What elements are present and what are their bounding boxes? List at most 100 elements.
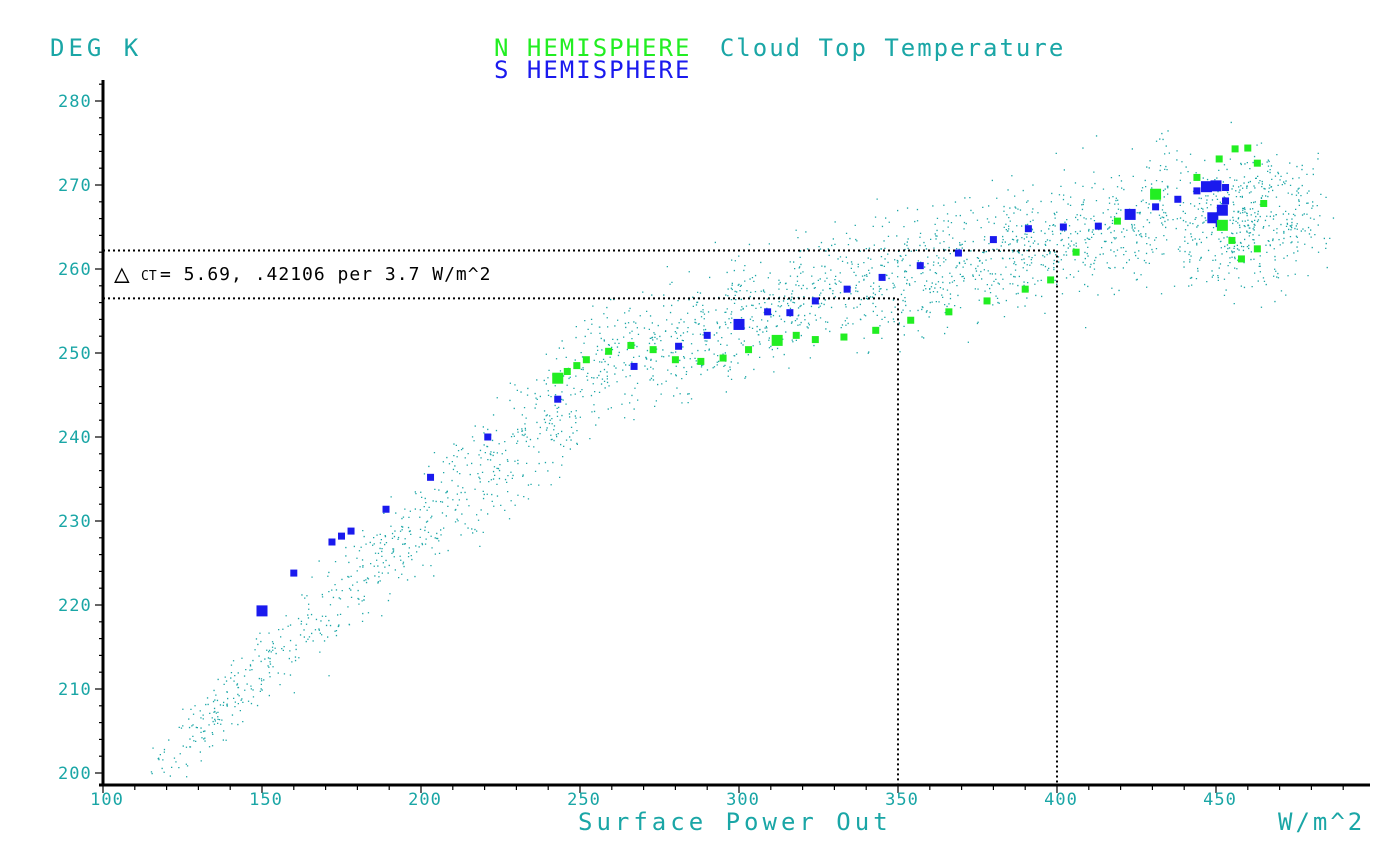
north-point [671, 356, 679, 364]
y-tick-label: 280 [58, 92, 92, 112]
north-point [1260, 199, 1268, 207]
y-tick-label: 210 [58, 680, 92, 700]
south-point [382, 505, 390, 513]
south-point [675, 342, 683, 350]
south-point [1193, 187, 1201, 195]
south-point [733, 318, 745, 330]
south-point [703, 331, 711, 339]
delta-symbol: △ [114, 259, 130, 289]
south-point [1222, 197, 1230, 205]
south-point [916, 262, 924, 270]
x-tick-label: 350 [885, 790, 919, 810]
north-point [907, 316, 915, 324]
south-point [1207, 212, 1219, 224]
south-point [1094, 222, 1102, 230]
north-point [840, 333, 848, 341]
reference-lines [103, 249, 1058, 785]
north-point [1113, 217, 1121, 225]
south-point [347, 527, 355, 535]
x-tick-label: 300 [726, 790, 760, 810]
y-tick-label: 250 [58, 344, 92, 364]
delta-annotation: △ CT = 5.69, .42106 per 3.7 W/m^2 [114, 259, 491, 289]
y-tick-label: 230 [58, 512, 92, 532]
north-point [582, 356, 590, 364]
north-point [719, 354, 727, 362]
north-point [1231, 145, 1239, 153]
north-point [745, 346, 753, 354]
south-point [630, 362, 638, 370]
south-point [786, 309, 794, 317]
annotation-text: = 5.69, .42106 per 3.7 W/m^2 [160, 264, 491, 285]
chart-title: N HEMISPHERE Cloud Top Temperature [494, 34, 1065, 62]
cloud-point-scatter [150, 121, 1335, 778]
south-point [427, 473, 435, 481]
x-axis-unit-label: W/m^2 [1278, 808, 1365, 836]
north-point [811, 336, 819, 344]
north-point [1021, 285, 1029, 293]
x-tick-label: 200 [408, 790, 442, 810]
south-point [328, 538, 336, 546]
north-point [1253, 159, 1261, 167]
north-point [697, 357, 705, 365]
north-point [1047, 276, 1055, 284]
x-tick-label: 100 [90, 790, 124, 810]
y-tick-label: 240 [58, 428, 92, 448]
south-point [1024, 225, 1032, 233]
south-point [1216, 204, 1228, 216]
y-axis-unit-label: DEG K [50, 34, 142, 62]
cloud-points [150, 121, 1335, 778]
south-point [1124, 208, 1136, 220]
north-point [552, 372, 564, 384]
south-point [989, 236, 997, 244]
north-point [1193, 173, 1201, 181]
south-point [290, 569, 298, 577]
north-point [945, 308, 953, 316]
x-tick-label: 250 [567, 790, 601, 810]
south-point [878, 273, 886, 281]
south-point [1059, 223, 1067, 231]
y-tick-label: 260 [58, 260, 92, 280]
y-tick-label: 270 [58, 176, 92, 196]
chart-subtitle-south-hemisphere: S HEMISPHERE [494, 56, 691, 84]
x-tick-label: 400 [1044, 790, 1078, 810]
north-point [1237, 255, 1245, 263]
south-point [764, 308, 772, 316]
north-point [1244, 144, 1252, 152]
series-north-hemisphere [552, 144, 1268, 384]
south-point [1222, 184, 1230, 192]
north-point [649, 346, 657, 354]
south-point [484, 433, 492, 441]
y-tick-label: 200 [58, 764, 92, 784]
axes [99, 80, 1370, 787]
north-point [627, 341, 635, 349]
south-point [554, 395, 562, 403]
delta-subscript: CT [141, 269, 157, 284]
north-point [792, 331, 800, 339]
north-point [771, 334, 783, 346]
south-point [1174, 195, 1182, 203]
north-point [1072, 248, 1080, 256]
north-point [573, 362, 581, 370]
north-point [605, 347, 613, 355]
hemisphere-series [256, 144, 1268, 617]
north-point [1253, 245, 1261, 253]
north-point [983, 297, 991, 305]
series-south-hemisphere [256, 180, 1230, 617]
north-point [1228, 236, 1236, 244]
south-point [1152, 203, 1160, 211]
south-point [338, 532, 345, 540]
x-tick-label: 450 [1203, 790, 1237, 810]
south-point [843, 285, 851, 293]
x-tick-label: 150 [249, 790, 283, 810]
north-point [563, 367, 571, 375]
south-point [954, 249, 962, 257]
south-point [1210, 180, 1222, 192]
north-point [1150, 188, 1162, 200]
south-point [811, 297, 819, 305]
title-north-hemisphere: N HEMISPHERE [494, 34, 691, 62]
title-main: Cloud Top Temperature [720, 34, 1065, 62]
south-point [256, 605, 268, 617]
north-point [1216, 219, 1228, 231]
north-point [872, 326, 880, 334]
